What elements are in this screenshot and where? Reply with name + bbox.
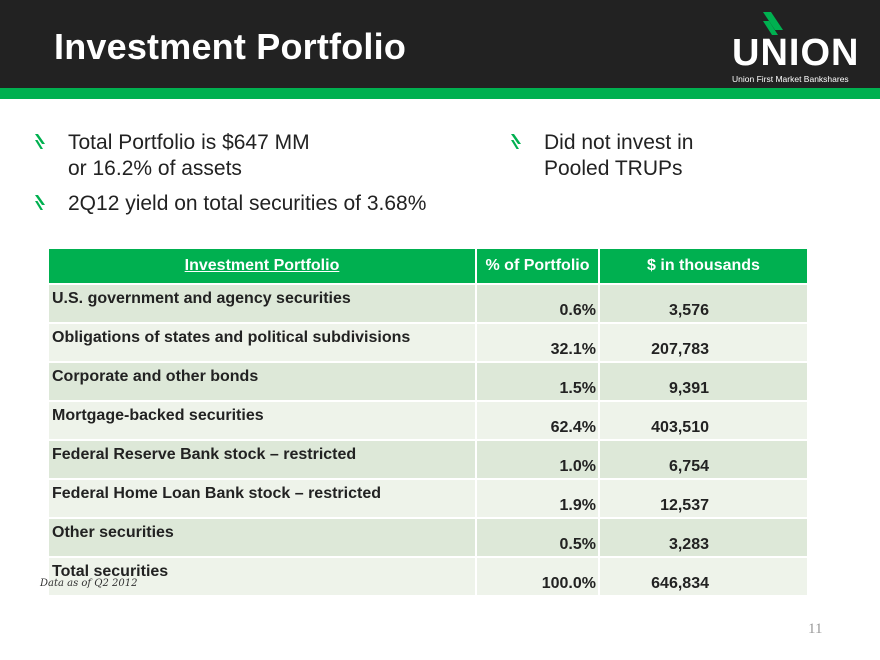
table-row: Corporate and other bonds 1.5% 9,391 [49,363,807,402]
bullet-list-left: Total Portfolio is $647 MM or 16.2% of a… [34,130,474,226]
bullet-icon [35,195,45,210]
union-logo: UNION Union First Market Bankshares [720,12,862,84]
leaf-mark-icon [763,12,783,35]
column-header-category: Investment Portfolio [49,249,477,285]
row-label: Federal Home Loan Bank stock – restricte… [49,480,477,519]
table-row: Other securities 0.5% 3,283 [49,519,807,558]
bullet-icon [511,134,521,149]
row-amount: 646,834 [600,558,807,597]
bullet-text: Total Portfolio is $647 MM [68,131,310,154]
row-amount: 12,537 [600,480,807,519]
bullet-list-right: Did not invest in Pooled TRUPs [510,130,840,191]
table-row: Federal Reserve Bank stock – restricted … [49,441,807,480]
row-label: Corporate and other bonds [49,363,477,402]
row-percent: 0.5% [477,519,600,558]
row-label: Federal Reserve Bank stock – restricted [49,441,477,480]
table-row: Mortgage-backed securities 62.4% 403,510 [49,402,807,441]
row-label: Obligations of states and political subd… [49,324,477,363]
row-amount: 3,576 [600,285,807,324]
row-percent: 0.6% [477,285,600,324]
row-percent: 62.4% [477,402,600,441]
row-percent: 1.0% [477,441,600,480]
footnote: Data as of Q2 2012 [40,578,138,589]
row-percent: 100.0% [477,558,600,597]
table-header-row: Investment Portfolio % of Portfolio $ in… [49,249,807,285]
accent-divider [0,88,880,99]
row-amount: 6,754 [600,441,807,480]
column-header-amount: $ in thousands [600,249,807,285]
row-percent: 1.9% [477,480,600,519]
bullet-text: 2Q12 yield on total securities of 3.68% [68,192,427,215]
table-row: Obligations of states and political subd… [49,324,807,363]
row-amount: 3,283 [600,519,807,558]
page-title: Investment Portfolio [54,26,407,67]
row-label: Total securities [49,558,477,597]
row-amount: 9,391 [600,363,807,402]
row-percent: 1.5% [477,363,600,402]
table-row: U.S. government and agency securities 0.… [49,285,807,324]
row-label: Mortgage-backed securities [49,402,477,441]
logo-wordmark: UNION [732,32,860,74]
table-row-total: Total securities 100.0% 646,834 [49,558,807,597]
row-amount: 403,510 [600,402,807,441]
bullet-text: or 16.2% of assets [68,157,242,180]
table-row: Federal Home Loan Bank stock – restricte… [49,480,807,519]
column-header-percent: % of Portfolio [477,249,600,285]
row-percent: 32.1% [477,324,600,363]
page-number: 11 [808,621,823,637]
bullet-item: 2Q12 yield on total securities of 3.68% [34,191,474,217]
bullet-item: Did not invest in Pooled TRUPs [510,130,840,182]
header-bar [0,0,880,88]
bullet-item: Total Portfolio is $647 MM or 16.2% of a… [34,130,474,182]
logo-subtitle: Union First Market Bankshares [732,74,849,84]
investment-portfolio-table: Investment Portfolio % of Portfolio $ in… [49,249,807,597]
row-label: U.S. government and agency securities [49,285,477,324]
bullet-text: Pooled TRUPs [544,157,683,180]
bullet-text: Did not invest in [544,131,694,154]
bullet-icon [35,134,45,149]
row-label: Other securities [49,519,477,558]
row-amount: 207,783 [600,324,807,363]
